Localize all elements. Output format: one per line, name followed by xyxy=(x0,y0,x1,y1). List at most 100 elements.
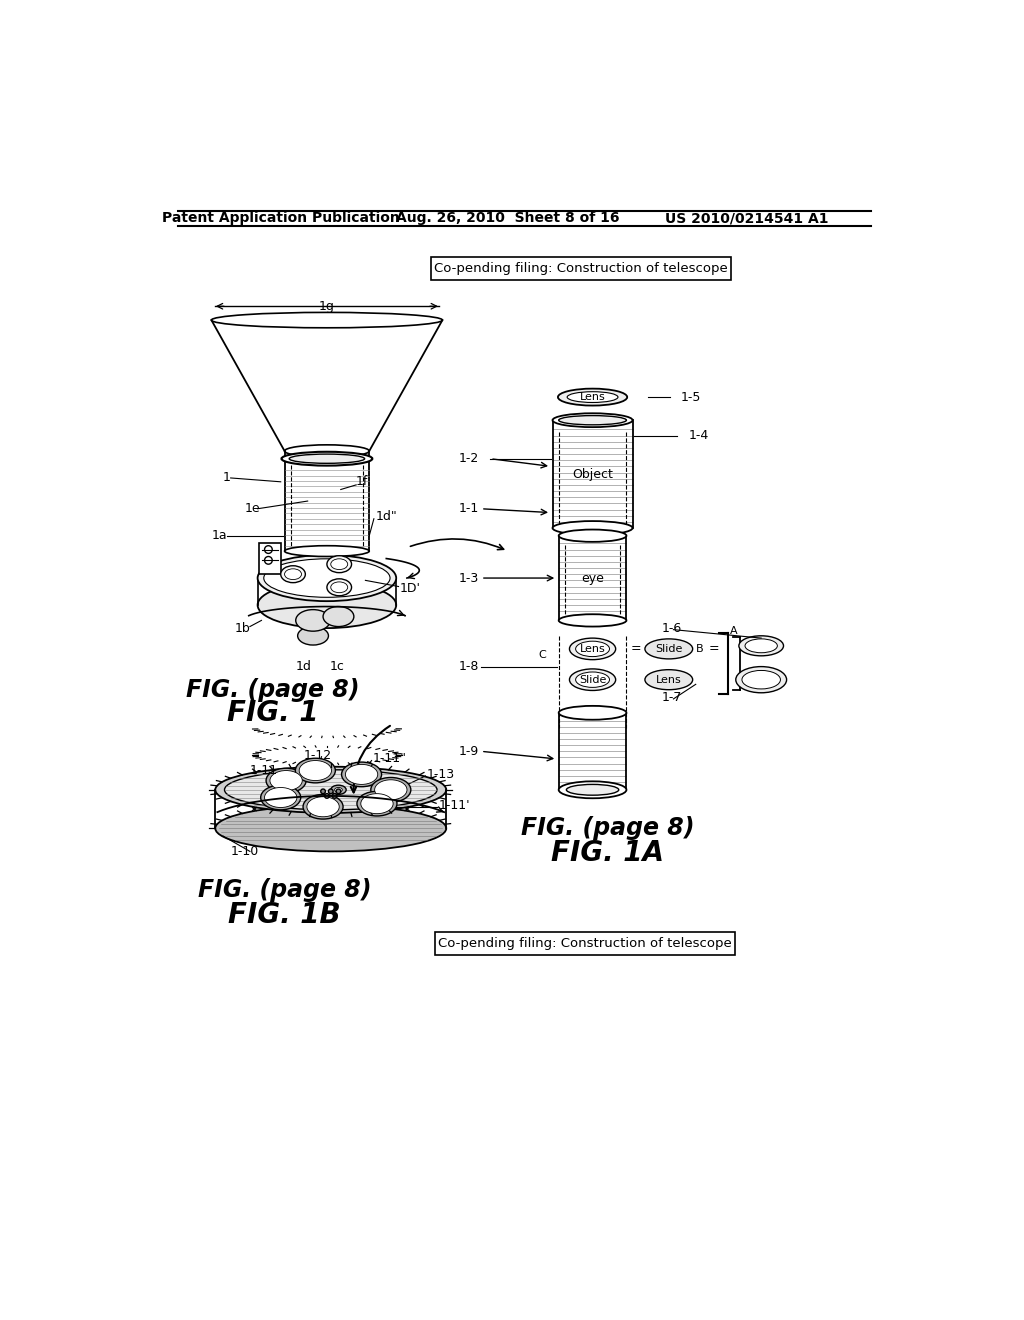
Text: 1b: 1b xyxy=(234,622,250,635)
Ellipse shape xyxy=(285,545,370,557)
Text: Lens: Lens xyxy=(580,644,605,653)
Ellipse shape xyxy=(357,792,397,816)
Text: FIG. 1A: FIG. 1A xyxy=(552,840,665,867)
Text: 1-6: 1-6 xyxy=(662,622,682,635)
Text: 1D': 1D' xyxy=(400,582,421,594)
Text: FIG. (page 8): FIG. (page 8) xyxy=(198,878,372,902)
Text: 1g: 1g xyxy=(318,300,335,313)
Ellipse shape xyxy=(298,627,329,645)
Text: Slide: Slide xyxy=(655,644,682,653)
Ellipse shape xyxy=(645,669,692,689)
Text: 1-3: 1-3 xyxy=(459,572,478,585)
Ellipse shape xyxy=(569,669,615,690)
Circle shape xyxy=(321,789,326,793)
Text: Lens: Lens xyxy=(580,392,605,403)
Text: =: = xyxy=(709,643,719,656)
Ellipse shape xyxy=(295,758,336,783)
Text: Lens: Lens xyxy=(656,675,682,685)
Ellipse shape xyxy=(335,788,342,792)
Text: 1-12: 1-12 xyxy=(304,748,332,762)
Ellipse shape xyxy=(211,313,442,327)
Text: 1e: 1e xyxy=(245,502,260,515)
Text: 1-11": 1-11" xyxy=(373,752,408,766)
Ellipse shape xyxy=(559,706,627,719)
Ellipse shape xyxy=(558,388,628,405)
Circle shape xyxy=(333,793,337,799)
Ellipse shape xyxy=(342,762,382,787)
Text: Patent Application Publication: Patent Application Publication xyxy=(162,211,399,226)
Ellipse shape xyxy=(553,521,633,535)
Ellipse shape xyxy=(258,582,396,628)
Text: B: B xyxy=(695,644,703,653)
Text: 1-1: 1-1 xyxy=(459,502,478,515)
Text: FIG. (page 8): FIG. (page 8) xyxy=(521,816,694,841)
Ellipse shape xyxy=(736,667,786,693)
Ellipse shape xyxy=(345,764,378,784)
Ellipse shape xyxy=(553,413,633,428)
Ellipse shape xyxy=(559,416,627,425)
Text: FIG. 1B: FIG. 1B xyxy=(228,900,341,928)
Text: 1-5: 1-5 xyxy=(681,391,701,404)
Ellipse shape xyxy=(215,767,446,813)
Text: 1d: 1d xyxy=(296,660,312,673)
Ellipse shape xyxy=(331,582,348,593)
Ellipse shape xyxy=(567,392,617,403)
Text: 1-8: 1-8 xyxy=(458,660,478,673)
Bar xyxy=(431,257,731,280)
Ellipse shape xyxy=(575,672,609,688)
Text: Slide: Slide xyxy=(579,675,606,685)
Text: US 2010/0214541 A1: US 2010/0214541 A1 xyxy=(665,211,828,226)
Ellipse shape xyxy=(559,781,627,799)
Ellipse shape xyxy=(566,784,618,795)
Text: Aug. 26, 2010  Sheet 8 of 16: Aug. 26, 2010 Sheet 8 of 16 xyxy=(396,211,620,226)
Circle shape xyxy=(264,545,272,553)
Ellipse shape xyxy=(285,445,370,457)
Ellipse shape xyxy=(282,451,373,466)
Ellipse shape xyxy=(360,793,393,813)
Circle shape xyxy=(325,793,330,799)
Text: A: A xyxy=(730,626,738,636)
Ellipse shape xyxy=(327,556,351,573)
Bar xyxy=(259,544,281,574)
Text: FIG. 1: FIG. 1 xyxy=(227,698,318,727)
Circle shape xyxy=(329,789,333,793)
Circle shape xyxy=(336,789,341,793)
Ellipse shape xyxy=(307,797,339,817)
Ellipse shape xyxy=(296,610,331,631)
Ellipse shape xyxy=(266,768,306,793)
Text: 1-13: 1-13 xyxy=(427,768,455,781)
Text: Co-pending filing: Construction of telescope: Co-pending filing: Construction of teles… xyxy=(434,261,728,275)
Ellipse shape xyxy=(285,569,301,579)
Ellipse shape xyxy=(645,639,692,659)
Ellipse shape xyxy=(331,558,348,570)
Ellipse shape xyxy=(745,639,777,653)
Ellipse shape xyxy=(299,760,332,780)
Ellipse shape xyxy=(742,671,780,689)
Ellipse shape xyxy=(327,579,351,595)
Ellipse shape xyxy=(303,795,343,818)
Ellipse shape xyxy=(739,636,783,656)
Bar xyxy=(435,932,735,956)
Text: C: C xyxy=(539,649,547,660)
Text: 1f: 1f xyxy=(356,475,369,488)
Text: eye: eye xyxy=(582,572,604,585)
Ellipse shape xyxy=(371,777,411,803)
Text: Object: Object xyxy=(572,467,613,480)
Ellipse shape xyxy=(258,554,396,601)
Text: FIG. (page 8): FIG. (page 8) xyxy=(186,677,359,702)
Ellipse shape xyxy=(281,566,305,582)
Ellipse shape xyxy=(261,785,301,809)
Text: 1-11: 1-11 xyxy=(250,764,279,777)
Text: 1: 1 xyxy=(223,471,230,484)
Circle shape xyxy=(264,557,272,564)
Ellipse shape xyxy=(270,771,302,791)
Text: 1d": 1d" xyxy=(376,510,397,523)
Ellipse shape xyxy=(559,614,627,627)
Ellipse shape xyxy=(559,529,627,543)
Ellipse shape xyxy=(375,780,407,800)
Ellipse shape xyxy=(575,642,609,656)
Ellipse shape xyxy=(264,788,297,808)
Ellipse shape xyxy=(224,770,437,810)
Text: 1-10: 1-10 xyxy=(230,845,259,858)
Text: 1-9: 1-9 xyxy=(459,744,478,758)
